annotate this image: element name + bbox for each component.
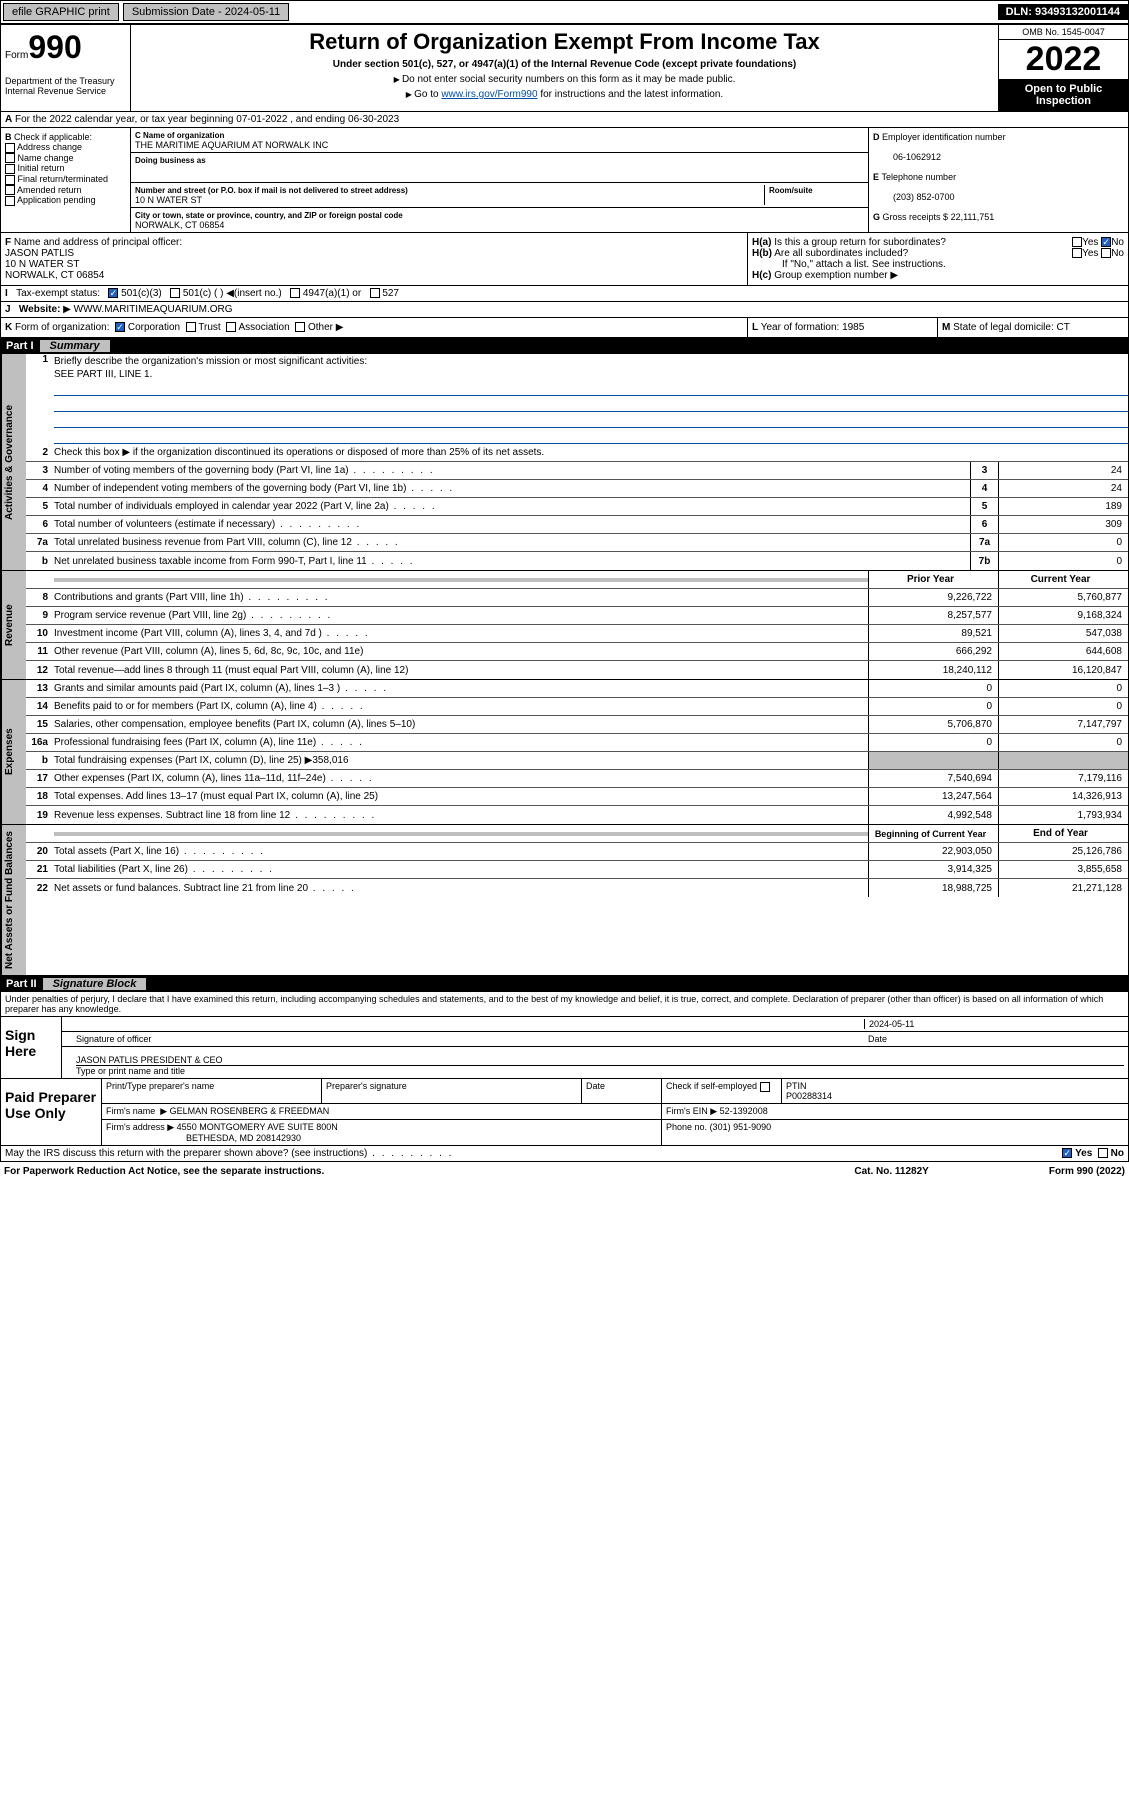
firm-phone: (301) 951-9090 xyxy=(710,1122,772,1132)
footer: For Paperwork Reduction Act Notice, see … xyxy=(0,1162,1129,1181)
hdr-prior: Prior Year xyxy=(868,571,998,588)
form-number: 990 xyxy=(28,29,81,65)
form-subtitle: Under section 501(c), 527, or 4947(a)(1)… xyxy=(135,59,994,70)
website: WWW.MARITIMEAQUARIUM.ORG xyxy=(74,304,233,315)
tab-expenses: Expenses xyxy=(1,680,26,824)
chk-ha-yes[interactable] xyxy=(1072,237,1082,247)
val-7a: 0 xyxy=(998,534,1128,551)
open-to-public: Open to Public Inspection xyxy=(999,79,1128,111)
line-a: A For the 2022 calendar year, or tax yea… xyxy=(0,112,1129,128)
hdr-current: Current Year xyxy=(998,571,1128,588)
form-header: Form990 Department of the Treasury Inter… xyxy=(0,24,1129,112)
form-col: Form990 Department of the Treasury Inter… xyxy=(1,25,131,111)
tab-activities: Activities & Governance xyxy=(1,354,26,570)
chk-corp[interactable] xyxy=(115,322,125,332)
dln: DLN: 93493132001144 xyxy=(998,4,1128,20)
org-name: THE MARITIME AQUARIUM AT NORWALK INC xyxy=(135,140,328,150)
tab-revenue: Revenue xyxy=(1,571,26,679)
officer-sig-name: JASON PATLIS PRESIDENT & CEO xyxy=(76,1055,1124,1066)
firm-name: GELMAN ROSENBERG & FREEDMAN xyxy=(170,1106,330,1116)
chk-amended[interactable] xyxy=(5,185,15,195)
ein: 06-1062912 xyxy=(893,152,941,162)
submission-date: Submission Date - 2024-05-11 xyxy=(123,3,289,21)
section-bcdefg: B Check if applicable: Address change Na… xyxy=(0,128,1129,233)
irs-link[interactable]: www.irs.gov/Form990 xyxy=(441,89,537,100)
net-assets: Net Assets or Fund Balances Beginning of… xyxy=(0,825,1129,976)
section-fh: F Name and address of principal officer:… xyxy=(0,233,1129,286)
col-defg: D Employer identification number 06-1062… xyxy=(868,128,1128,232)
chk-final[interactable] xyxy=(5,175,15,185)
street: 10 N WATER ST xyxy=(135,195,202,205)
mission: SEE PART III, LINE 1. xyxy=(54,369,152,380)
chk-trust[interactable] xyxy=(186,322,196,332)
chk-ha-no[interactable] xyxy=(1101,237,1111,247)
dept-treasury: Department of the Treasury Internal Reve… xyxy=(5,76,126,96)
title-col: Return of Organization Exempt From Incom… xyxy=(131,25,998,111)
note-link: Go to www.irs.gov/Form990 for instructio… xyxy=(135,89,994,100)
hdr-end: End of Year xyxy=(998,825,1128,842)
expenses: Expenses 13Grants and similar amounts pa… xyxy=(0,680,1129,825)
ptin: P00288314 xyxy=(786,1091,832,1101)
val-5: 189 xyxy=(998,498,1128,515)
tax-year: 2022 xyxy=(999,40,1128,79)
tab-netassets: Net Assets or Fund Balances xyxy=(1,825,26,975)
chk-name[interactable] xyxy=(5,153,15,163)
sign-date: 2024-05-11 xyxy=(864,1019,1124,1029)
efile-button[interactable]: efile GRAPHIC print xyxy=(3,3,119,21)
val-4: 24 xyxy=(998,480,1128,497)
note-ssn: Do not enter social security numbers on … xyxy=(135,74,994,85)
chk-initial[interactable] xyxy=(5,164,15,174)
chk-other[interactable] xyxy=(295,322,305,332)
chk-hb-yes[interactable] xyxy=(1072,248,1082,258)
city: NORWALK, CT 06854 xyxy=(135,220,224,230)
chk-discuss-no[interactable] xyxy=(1098,1148,1108,1158)
cat-no: Cat. No. 11282Y xyxy=(854,1166,928,1177)
chk-discuss-yes[interactable] xyxy=(1062,1148,1072,1158)
chk-527[interactable] xyxy=(370,288,380,298)
form-title: Return of Organization Exempt From Incom… xyxy=(135,29,994,55)
revenue: Revenue Prior YearCurrent Year 8Contribu… xyxy=(0,571,1129,680)
domicile: CT xyxy=(1057,322,1070,333)
sign-here: Sign Here 2024-05-11 Signature of office… xyxy=(0,1017,1129,1079)
col-b: B Check if applicable: Address change Na… xyxy=(1,128,131,232)
col-c: C Name of organizationTHE MARITIME AQUAR… xyxy=(131,128,868,232)
omb-number: OMB No. 1545-0047 xyxy=(999,25,1128,40)
discuss-line: May the IRS discuss this return with the… xyxy=(0,1146,1129,1162)
val-3: 24 xyxy=(998,462,1128,479)
firm-ein: 52-1392008 xyxy=(720,1106,768,1116)
topbar: efile GRAPHIC print Submission Date - 20… xyxy=(0,0,1129,24)
line-klm: K Form of organization: Corporation Trus… xyxy=(0,318,1129,338)
gross-receipts: 22,111,751 xyxy=(951,212,995,222)
chk-hb-no[interactable] xyxy=(1101,248,1111,258)
activities-governance: Activities & Governance 1Briefly describ… xyxy=(0,354,1129,571)
paid-preparer: Paid Preparer Use Only Print/Type prepar… xyxy=(0,1079,1129,1146)
form-ref: Form 990 (2022) xyxy=(1049,1166,1125,1177)
declaration: Under penalties of perjury, I declare th… xyxy=(0,992,1129,1017)
officer-name: JASON PATLIS xyxy=(5,248,74,259)
phone: (203) 852-0700 xyxy=(893,192,955,202)
chk-4947[interactable] xyxy=(290,288,300,298)
hdr-begin: Beginning of Current Year xyxy=(868,825,998,842)
chk-assoc[interactable] xyxy=(226,322,236,332)
part1-header: Part ISummary xyxy=(0,338,1129,354)
chk-501c[interactable] xyxy=(170,288,180,298)
line-j: J Website: ▶ WWW.MARITIMEAQUARIUM.ORG xyxy=(0,302,1129,318)
chk-501c3[interactable] xyxy=(108,288,118,298)
val-6: 309 xyxy=(998,516,1128,533)
chk-pending[interactable] xyxy=(5,196,15,206)
part2-header: Part IISignature Block xyxy=(0,976,1129,992)
chk-self-emp[interactable] xyxy=(760,1082,770,1092)
line-i: I Tax-exempt status: 501(c)(3) 501(c) ( … xyxy=(0,286,1129,302)
chk-address[interactable] xyxy=(5,143,15,153)
year-col: OMB No. 1545-0047 2022 Open to Public In… xyxy=(998,25,1128,111)
year-formation: 1985 xyxy=(842,322,864,333)
val-7b: 0 xyxy=(998,552,1128,570)
